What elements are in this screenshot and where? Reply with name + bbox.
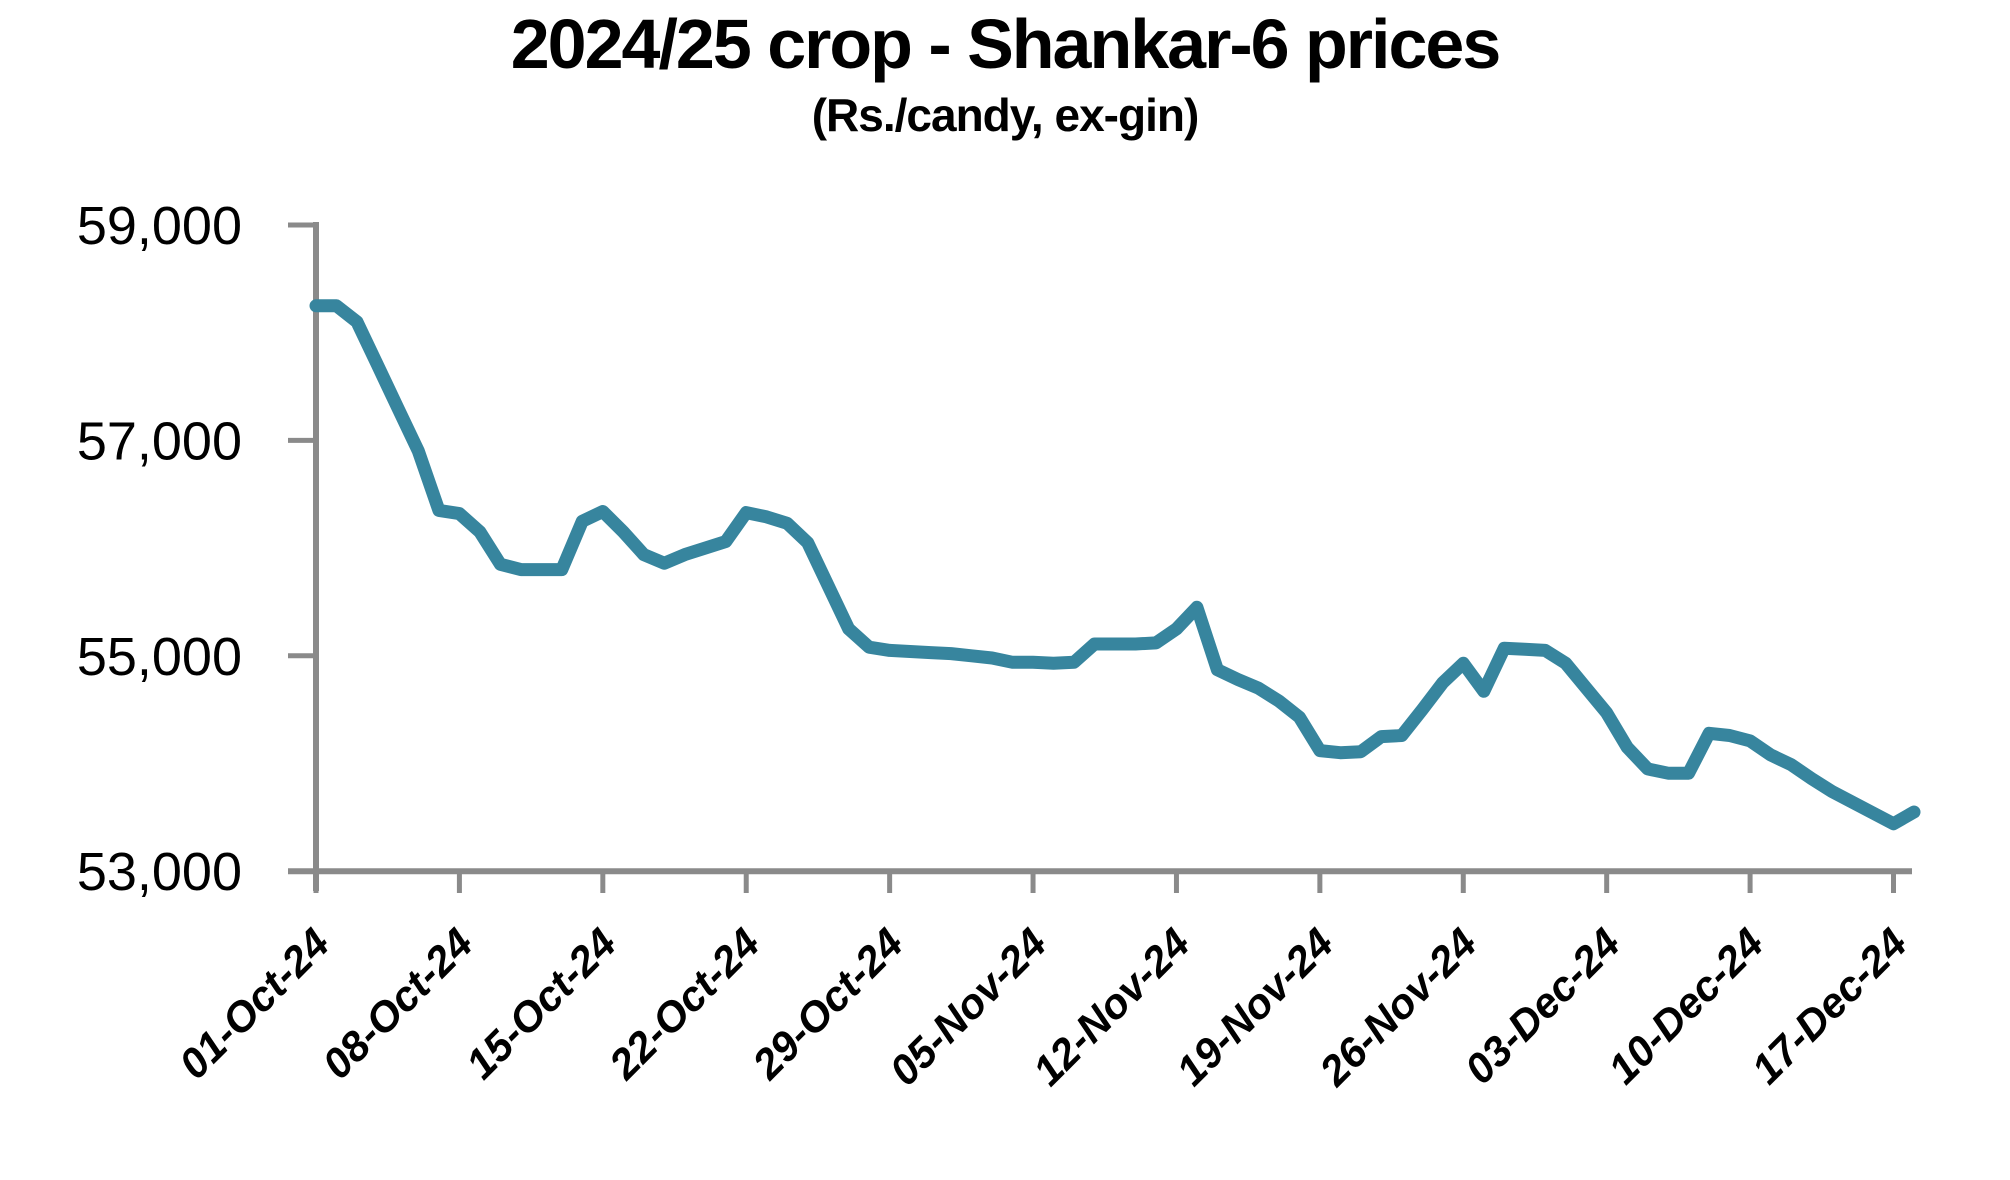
chart-subtitle: (Rs./candy, ex-gin) (811, 89, 1200, 141)
x-tick-label: 03-Dec-24 (1455, 919, 1629, 1093)
chart-title: 2024/25 crop - Shankar-6 prices (510, 5, 1502, 83)
x-tick-label: 26-Nov-24 (1310, 919, 1486, 1095)
x-tick-label: 19-Nov-24 (1167, 919, 1342, 1094)
x-tick-label: 22-Oct-24 (599, 919, 768, 1088)
x-tick-label: 05-Nov-24 (880, 919, 1055, 1094)
x-tick-label: 08-Oct-24 (313, 919, 482, 1088)
x-tick-label: 12-Nov-24 (1024, 919, 1199, 1094)
y-tick-label: 59,000 (77, 196, 242, 256)
x-tick-label: 17-Dec-24 (1742, 919, 1916, 1093)
x-tick-label: 15-Oct-24 (457, 919, 626, 1088)
price-line (309, 299, 1921, 831)
y-tick-label: 53,000 (77, 842, 242, 902)
y-tick-label: 57,000 (77, 411, 242, 471)
x-tick-label: 10-Dec-24 (1599, 919, 1773, 1093)
x-tick-label: 01-Oct-24 (170, 919, 339, 1088)
y-tick-label: 55,000 (77, 627, 242, 687)
